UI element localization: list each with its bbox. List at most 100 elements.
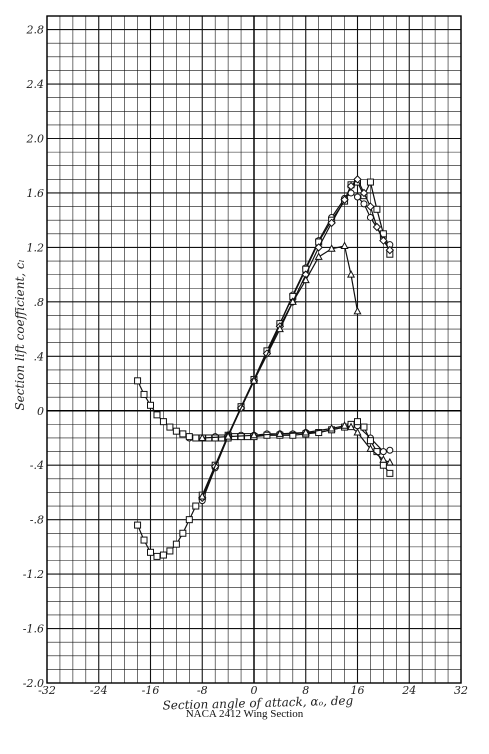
data-point-square: [315, 429, 323, 437]
data-point-triangle: [327, 244, 336, 252]
data-point-triangle: [301, 427, 310, 436]
data-point-square: [185, 516, 193, 524]
data-point-triangle: [346, 270, 356, 278]
y-tick-label: 2.4: [26, 78, 45, 91]
data-point-square: [147, 548, 154, 556]
data-point-square: [185, 433, 193, 441]
y-tick-label: -.8: [30, 514, 44, 527]
y-tick-label: .4: [34, 350, 45, 363]
series-line: [201, 180, 391, 496]
data-point-square: [140, 536, 148, 544]
data-point-diamond: [346, 181, 356, 191]
data-point-circle: [354, 193, 361, 201]
x-axis-label: Section angle of attack, αₒ, deg: [162, 694, 353, 713]
data-point-square: [244, 433, 252, 441]
data-point-triangle: [353, 427, 362, 436]
x-tick-label: 16: [351, 684, 365, 697]
data-point-triangle: [301, 275, 310, 284]
data-series: [134, 175, 395, 560]
data-point-diamond: [314, 243, 323, 252]
x-tick-label: 24: [401, 684, 416, 697]
data-point-triangle: [275, 429, 284, 437]
data-point-diamond: [372, 222, 382, 232]
figure-caption: NACA 2412 Wing Section: [185, 708, 304, 720]
series-7: [198, 241, 362, 500]
y-tick-label: 2.0: [26, 133, 45, 146]
data-point-square: [360, 423, 368, 431]
data-point-square: [140, 390, 148, 398]
data-point-diamond: [366, 202, 375, 211]
y-tick-label: 0: [37, 405, 44, 418]
data-point-triangle: [198, 433, 207, 441]
data-point-diamond: [385, 245, 395, 255]
data-point-square: [354, 418, 361, 426]
data-point-square: [166, 423, 174, 431]
series-8: [198, 421, 394, 466]
series-line: [201, 178, 391, 499]
data-point-diamond: [327, 218, 336, 228]
x-tick-label: -8: [197, 684, 208, 697]
data-point-square: [147, 401, 154, 409]
data-point-square: [159, 418, 167, 426]
data-point-square: [218, 434, 226, 442]
data-point-circle: [379, 448, 387, 456]
y-tick-labels: -2.0 -1.6 -1.2 -.8 -.4 0 .4 .8 1.2 1.6 2.0 2.4 2.8: [23, 24, 44, 690]
data-point-square: [373, 205, 381, 213]
x-tick-label: -32: [38, 684, 56, 697]
data-point-square: [289, 431, 297, 439]
data-point-square: [153, 411, 161, 419]
y-tick-label: -.4: [30, 459, 44, 472]
data-point-square: [192, 502, 200, 510]
data-point-triangle: [198, 491, 207, 500]
data-point-square: [134, 377, 142, 385]
data-point-circle: [360, 200, 368, 208]
data-point-circle: [366, 213, 374, 221]
data-point-diamond: [340, 195, 349, 204]
data-point-triangle: [346, 422, 356, 431]
data-point-square: [172, 427, 180, 435]
y-tick-label: -1.6: [23, 623, 44, 636]
data-point-square: [179, 529, 187, 537]
series-4: [134, 502, 200, 560]
x-tick-label: -24: [90, 684, 108, 697]
data-point-triangle: [340, 241, 349, 250]
x-tick-label: -16: [142, 684, 160, 697]
x-tick-label: 0: [251, 684, 258, 697]
data-point-triangle: [249, 430, 259, 439]
x-tick-labels: -32 -24 -16 -8 0 8 16 24 32: [38, 684, 468, 697]
data-point-triangle: [327, 423, 336, 432]
data-point-triangle: [288, 297, 297, 305]
y-tick-label: 1.6: [27, 187, 45, 200]
data-point-triangle: [224, 432, 233, 440]
data-point-triangle: [340, 421, 349, 429]
data-point-triangle: [275, 324, 284, 333]
axes: [46, 15, 462, 684]
data-point-square: [134, 521, 142, 529]
data-point-diamond: [379, 236, 388, 245]
series-line: [201, 192, 391, 501]
data-point-diamond: [359, 188, 369, 198]
y-tick-label: -1.2: [23, 568, 44, 581]
x-tick-label: 8: [302, 684, 309, 697]
data-point-triangle: [353, 306, 362, 315]
data-point-square: [179, 430, 187, 438]
y-tick-label: .8: [34, 296, 45, 309]
data-point-square: [379, 461, 387, 469]
data-point-square: [386, 469, 394, 477]
data-point-circle: [386, 446, 394, 454]
data-point-square: [192, 434, 200, 442]
data-point-square: [159, 551, 167, 559]
data-point-triangle: [385, 457, 394, 466]
data-point-triangle: [379, 455, 388, 463]
data-point-diamond: [353, 175, 362, 184]
y-tick-label: 1.2: [27, 241, 45, 254]
data-point-square: [172, 540, 180, 548]
data-point-square: [153, 552, 161, 560]
data-point-square: [166, 547, 174, 555]
x-tick-label: 32: [454, 684, 468, 697]
data-point-triangle: [366, 444, 375, 452]
data-point-square: [366, 437, 374, 445]
y-axis-label: Section lift coefficient, cₗ: [13, 259, 27, 410]
data-point-square: [366, 178, 374, 186]
